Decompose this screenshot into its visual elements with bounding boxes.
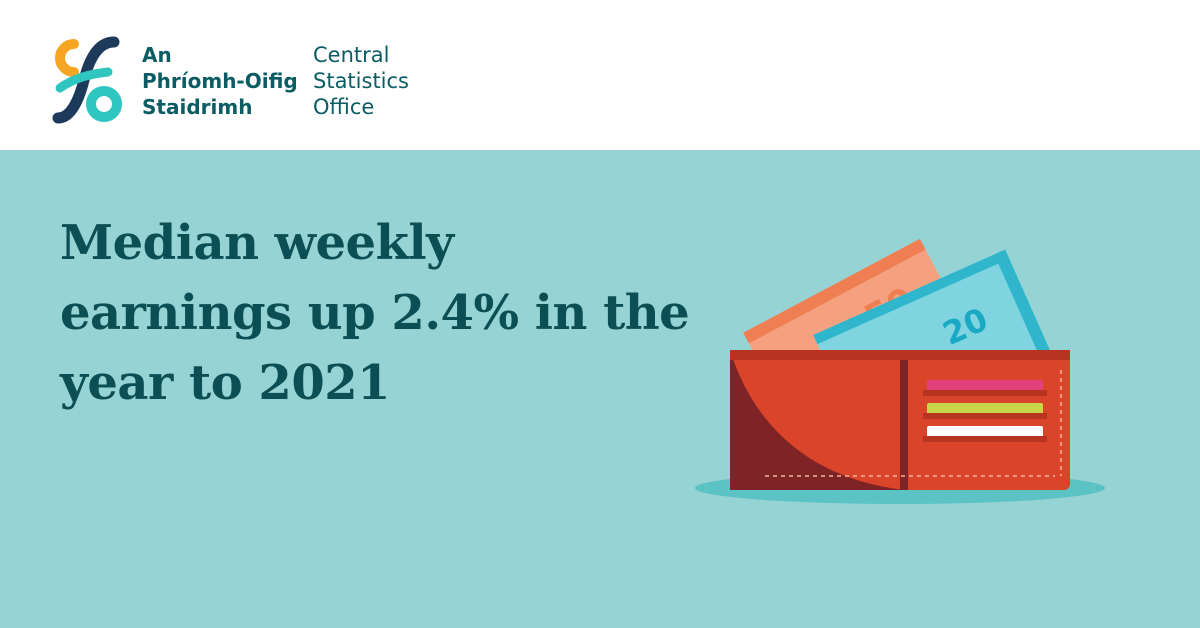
hero-panel: Median weekly earnings up 2.4% in the ye… [0, 150, 1200, 628]
headline: Median weekly earnings up 2.4% in the ye… [60, 215, 690, 411]
brand-english-name: Central Statistics Office [313, 42, 409, 120]
cso-logo-icon [52, 36, 122, 124]
brand-english-line-1: Central [313, 43, 390, 67]
brand-english-line-2: Statistics [313, 69, 409, 93]
brand-irish-name: An Phríomh-Oifig Staidrimh [142, 42, 298, 120]
brand-irish-line-1: An [142, 43, 172, 67]
brand-irish-line-2: Phríomh-Oifig [142, 69, 298, 93]
brand-english-line-3: Office [313, 95, 375, 119]
header: An Phríomh-Oifig Staidrimh Central Stati… [0, 0, 1200, 150]
wallet-with-banknotes-icon: 50 20 [695, 238, 1105, 504]
brand-irish-line-3: Staidrimh [142, 95, 253, 119]
